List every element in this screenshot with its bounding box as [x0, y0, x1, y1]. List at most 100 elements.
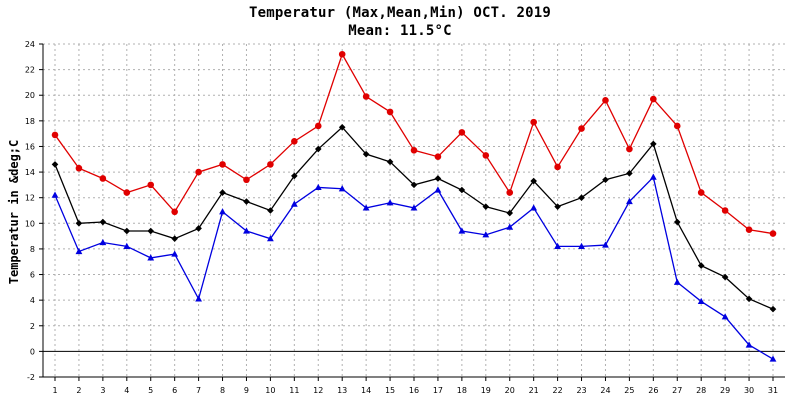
- point-mean: [243, 198, 250, 205]
- y-tick-label: 18: [25, 117, 35, 126]
- chart-title: Temperatur (Max,Mean,Min) OCT. 2019: [248, 5, 551, 21]
- x-tick-label: 3: [100, 386, 105, 395]
- point-min: [290, 200, 298, 207]
- point-mean: [195, 225, 202, 232]
- x-tick-label: 7: [196, 386, 201, 395]
- x-tick-label: 30: [744, 386, 754, 395]
- point-max: [578, 125, 585, 132]
- x-tick-label: 19: [481, 386, 491, 395]
- point-mean: [99, 218, 107, 226]
- x-tick-label: 22: [553, 386, 563, 395]
- point-mean: [673, 218, 681, 226]
- point-max: [769, 230, 777, 237]
- x-tick-label: 18: [457, 386, 467, 395]
- point-min: [195, 295, 202, 302]
- point-mean: [338, 123, 346, 131]
- point-max: [721, 207, 729, 214]
- point-mean: [458, 186, 466, 194]
- point-mean: [147, 227, 155, 235]
- point-max: [243, 176, 250, 184]
- x-tick-label: 12: [313, 386, 323, 395]
- point-min: [482, 231, 490, 238]
- point-min: [769, 355, 777, 362]
- x-tick-label: 10: [265, 386, 275, 395]
- point-mean: [219, 189, 226, 196]
- y-tick-label: 24: [25, 40, 35, 49]
- point-max: [697, 189, 705, 196]
- y-tick-label: -2: [27, 373, 35, 382]
- point-mean: [291, 172, 298, 180]
- point-max: [745, 226, 753, 234]
- x-tick-label: 13: [337, 386, 347, 395]
- point-min: [626, 197, 633, 205]
- point-max: [338, 50, 346, 58]
- y-tick-label: 10: [25, 219, 35, 228]
- x-tick-label: 15: [385, 386, 395, 395]
- point-min: [147, 254, 155, 261]
- x-tick-label: 21: [529, 386, 539, 395]
- point-mean: [554, 203, 561, 210]
- point-min: [745, 341, 753, 348]
- x-tick-label: 24: [600, 386, 610, 395]
- point-min: [578, 242, 585, 249]
- point-mean: [769, 305, 777, 313]
- point-min: [219, 208, 226, 215]
- point-min: [386, 199, 394, 206]
- y-tick-label: 14: [25, 168, 35, 177]
- point-min: [721, 313, 729, 320]
- point-max: [171, 208, 178, 216]
- x-tick-label: 2: [76, 386, 81, 395]
- point-max: [51, 131, 59, 139]
- point-min: [649, 173, 657, 180]
- point-mean: [362, 150, 370, 158]
- point-min: [673, 278, 681, 285]
- point-max: [123, 189, 131, 196]
- point-mean: [721, 273, 729, 281]
- chart-subtitle: Mean: 11.5°C: [348, 23, 452, 39]
- point-min: [410, 204, 418, 211]
- y-tick-label: 0: [30, 347, 35, 356]
- point-min: [458, 227, 466, 234]
- point-mean: [626, 170, 633, 177]
- x-tick-label: 28: [696, 386, 706, 395]
- x-tick-label: 8: [220, 386, 225, 395]
- y-tick-label: 8: [30, 245, 35, 254]
- x-tick-label: 26: [648, 386, 658, 395]
- point-mean: [745, 295, 753, 303]
- x-tick-label: 17: [433, 386, 443, 395]
- x-tick-label: 11: [289, 386, 299, 395]
- y-tick-label: 2: [30, 322, 35, 331]
- point-mean: [123, 227, 131, 235]
- x-tick-label: 9: [244, 386, 249, 395]
- point-max: [554, 163, 561, 171]
- x-tick-label: 27: [672, 386, 682, 395]
- x-tick-label: 20: [505, 386, 515, 395]
- point-mean: [434, 175, 442, 182]
- point-mean: [482, 203, 490, 210]
- point-min: [602, 241, 609, 248]
- point-mean: [314, 145, 322, 153]
- point-max: [650, 95, 657, 103]
- y-tick-label: 12: [25, 194, 35, 203]
- y-tick-label: 16: [25, 142, 35, 151]
- point-min: [171, 250, 179, 257]
- point-max: [602, 97, 609, 104]
- x-tick-label: 5: [148, 386, 153, 395]
- point-max: [626, 145, 633, 153]
- x-tick-label: 29: [720, 386, 730, 395]
- point-max: [195, 168, 202, 176]
- x-tick-label: 1: [52, 386, 57, 395]
- x-tick-label: 14: [361, 386, 371, 395]
- point-mean: [410, 181, 418, 189]
- point-max: [673, 122, 681, 130]
- point-min: [697, 297, 705, 305]
- point-max: [506, 189, 514, 196]
- point-max: [314, 122, 322, 130]
- point-mean: [506, 209, 514, 217]
- point-mean: [578, 194, 585, 201]
- y-tick-label: 20: [25, 91, 35, 100]
- point-min: [99, 238, 107, 246]
- y-tick-label: 22: [25, 66, 35, 75]
- point-mean: [171, 235, 178, 242]
- point-min: [243, 227, 250, 234]
